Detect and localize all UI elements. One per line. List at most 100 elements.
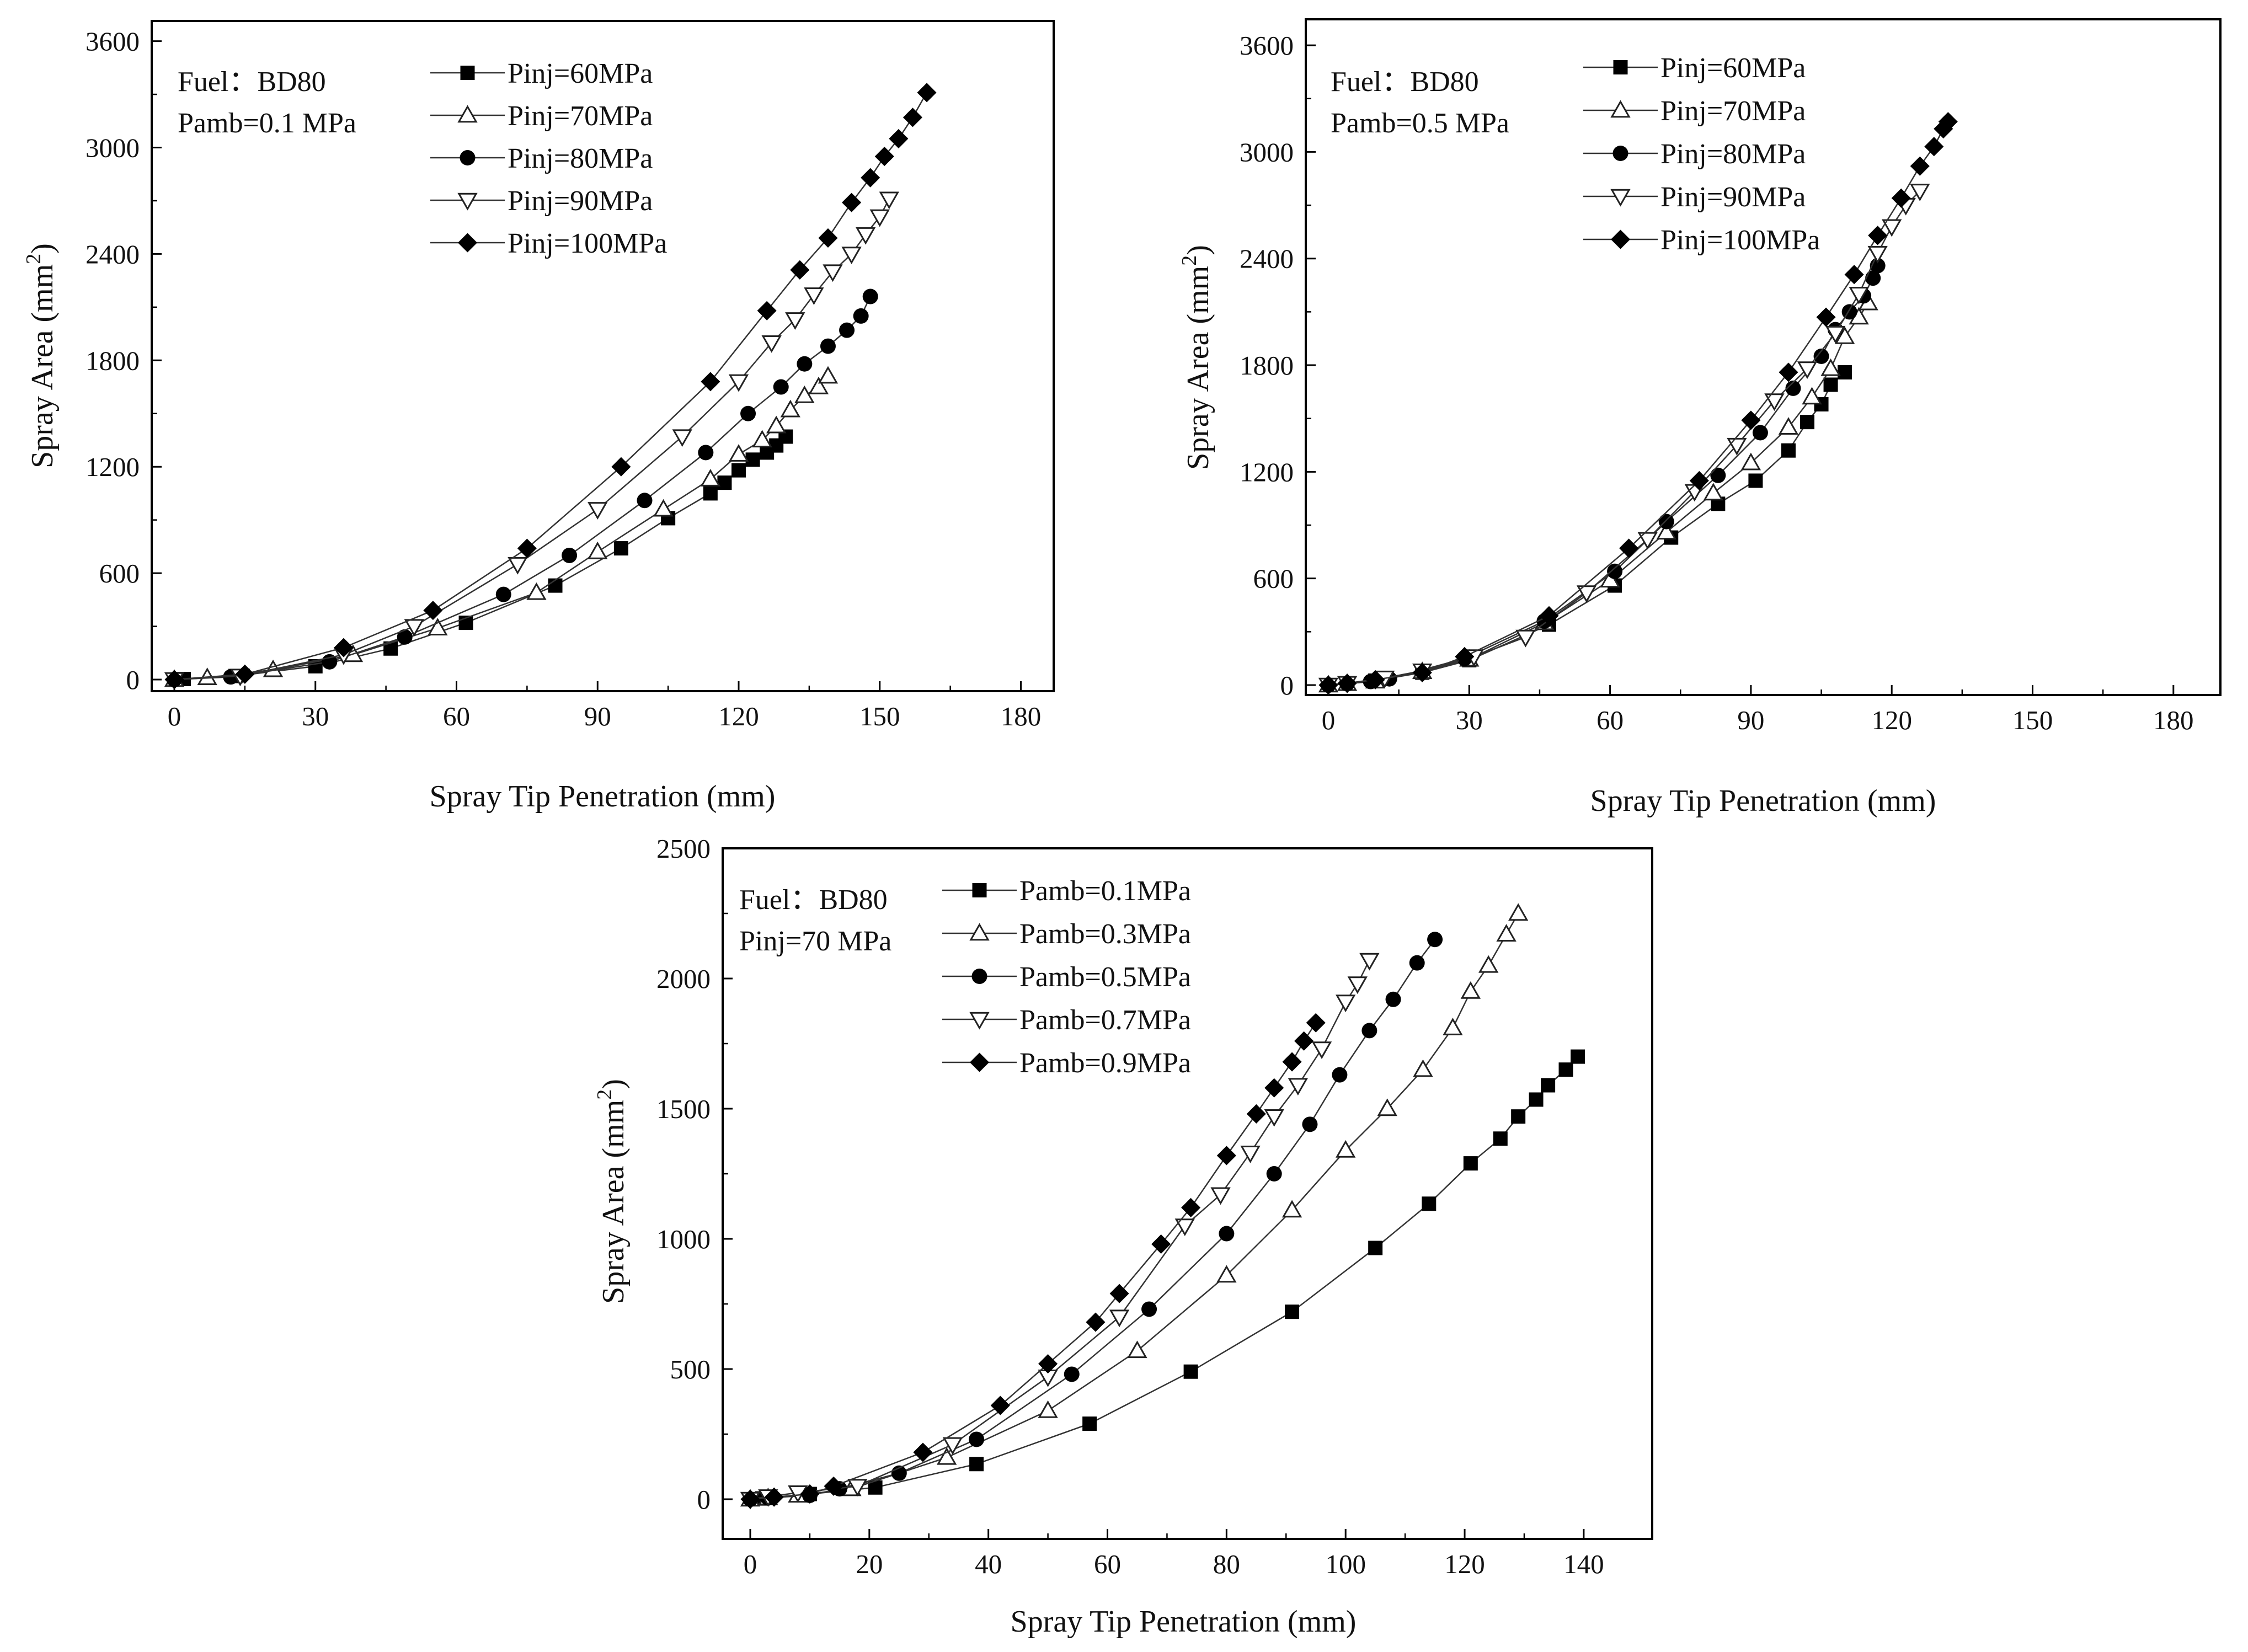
data-point — [588, 541, 608, 559]
data-point — [1515, 629, 1536, 648]
data-point — [752, 430, 772, 448]
series-4 — [740, 953, 1380, 1510]
data-point — [766, 415, 787, 434]
data-point — [1141, 1301, 1157, 1317]
legend-label: Pinj=90MPa — [508, 185, 653, 217]
series-4 — [1318, 184, 1930, 696]
data-point — [1849, 286, 1869, 304]
data-point — [637, 493, 653, 509]
x-tick-label: 180 — [2153, 705, 2194, 735]
x-axis-title-bottom: Spray Tip Penetration (mm) — [1011, 1605, 1357, 1639]
series-line — [750, 1022, 1317, 1500]
data-point — [672, 429, 692, 447]
data-point — [913, 1442, 933, 1462]
legend-label: Pinj=80MPa — [508, 143, 653, 174]
legend-marker — [1610, 100, 1631, 118]
data-point — [1151, 1234, 1171, 1254]
data-point — [1264, 1078, 1284, 1098]
data-point — [1359, 953, 1380, 971]
legend-label: Pinj=60MPa — [508, 58, 653, 89]
y-tick-label: 600 — [1253, 564, 1294, 594]
data-point — [1703, 483, 1724, 501]
legend-marker — [1610, 189, 1631, 207]
x-tick-label: 20 — [856, 1549, 883, 1579]
legend-marker — [969, 923, 990, 941]
data-point — [1600, 570, 1620, 588]
legend-label: Pinj=100MPa — [508, 228, 667, 259]
data-point — [990, 1396, 1010, 1415]
data-point — [740, 405, 756, 421]
data-point — [1246, 1104, 1266, 1124]
series-line — [750, 1056, 1579, 1500]
legend-marker — [457, 105, 478, 123]
data-point — [818, 228, 838, 248]
data-point — [1508, 903, 1529, 921]
data-point — [1637, 532, 1658, 550]
data-point — [1844, 265, 1864, 285]
data-point — [1576, 585, 1597, 603]
data-point — [1365, 670, 1385, 689]
data-point — [1086, 1312, 1106, 1332]
legend-entry: Pinj=80MPa — [430, 143, 653, 174]
legend-label: Pinj=60MPa — [1660, 52, 1806, 84]
legend-marker — [460, 66, 475, 80]
y-tick-label: 0 — [1280, 670, 1294, 701]
data-point — [1302, 1116, 1318, 1132]
data-point — [800, 1484, 820, 1504]
series-line — [174, 92, 928, 681]
data-point — [1413, 1059, 1433, 1077]
legend-entry: Pinj=90MPa — [430, 185, 653, 217]
data-point — [1748, 473, 1763, 488]
annotation-condition-top-right: Pamb=0.5 MPa — [1331, 108, 1509, 139]
data-point — [1336, 1140, 1356, 1158]
legend-label: Pamb=0.7MPa — [1019, 1004, 1191, 1036]
data-point — [1752, 425, 1768, 441]
y-tick-label: 0 — [126, 665, 140, 695]
data-point — [423, 601, 443, 621]
data-point — [1347, 976, 1368, 995]
y-tick-label: 2000 — [656, 964, 711, 994]
data-point — [1368, 1241, 1383, 1255]
data-point — [808, 376, 829, 394]
y-axis-title-close-bottom: ) — [596, 1079, 631, 1089]
legend-entry: Pinj=70MPa — [1583, 95, 1806, 127]
data-point — [1337, 673, 1357, 693]
data-point — [1216, 1146, 1236, 1166]
x-tick-label: 120 — [718, 701, 759, 731]
y-tick-label: 2400 — [86, 239, 140, 269]
data-point — [1867, 245, 1888, 264]
data-point — [853, 308, 869, 324]
data-point — [1443, 1018, 1463, 1035]
data-point — [495, 586, 511, 602]
legend-top-left: Pinj=60MPa Pinj=70MPa Pinj=80MPa Pinj=90MPa… — [430, 58, 667, 259]
data-point — [1820, 358, 1841, 376]
legend-entry: Pinj=80MPa — [1583, 138, 1806, 170]
data-point — [1838, 365, 1852, 379]
data-point — [1778, 417, 1799, 435]
series-line — [174, 436, 787, 681]
data-point — [1619, 538, 1639, 558]
y-axis-title-sup-bottom: 2 — [593, 1089, 616, 1100]
data-point — [1210, 1187, 1231, 1205]
legend-marker — [460, 150, 476, 165]
legend-label: Pamb=0.3MPa — [1019, 918, 1191, 950]
data-point — [1216, 1265, 1237, 1283]
data-point — [1558, 1062, 1573, 1077]
x-tick-label: 80 — [1213, 1549, 1240, 1579]
data-point — [1478, 955, 1499, 973]
chart-panel-top-left: 0 30 60 90 120 150 180060012001800240030003600… — [22, 20, 1055, 814]
x-tick-label: 90 — [1737, 705, 1764, 735]
legend-entry: Pinj=100MPa — [430, 228, 667, 259]
data-point — [1288, 1078, 1309, 1096]
data-point — [855, 227, 876, 245]
data-point — [235, 664, 255, 684]
y-tick-label: 1800 — [86, 345, 140, 376]
y-axis-title-close-top-right: ) — [1181, 245, 1215, 255]
y-axis-title-main-top-right: Spray Area (mm — [1181, 266, 1215, 470]
y-axis-title-sup-top-left: 2 — [22, 254, 45, 264]
x-axis-title-top-right: Spray Tip Penetration (mm) — [1590, 784, 1936, 818]
legend-entry: Pinj=70MPa — [430, 100, 653, 132]
x-tick-label: 150 — [2012, 705, 2053, 735]
series-line — [750, 960, 1370, 1500]
